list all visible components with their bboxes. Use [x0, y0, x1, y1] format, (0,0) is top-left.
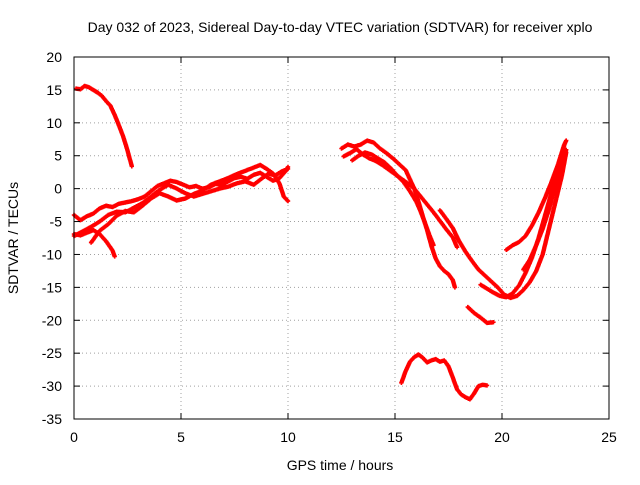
- series-arc-6: [339, 138, 458, 290]
- data-points: [73, 83, 134, 169]
- y-tick-label: 5: [54, 148, 62, 164]
- x-tick-label: 10: [280, 429, 296, 445]
- series-arc-13: [465, 304, 496, 326]
- data-layer: [71, 83, 569, 402]
- y-tick-label: -15: [42, 279, 62, 295]
- x-axis-label: GPS time / hours: [287, 457, 394, 473]
- y-axis-label: SDTVAR / TECUs: [5, 182, 21, 294]
- y-tick-label: 20: [46, 49, 62, 65]
- data-points: [341, 146, 460, 250]
- data-points: [521, 147, 569, 272]
- x-tick-label: 15: [387, 429, 403, 445]
- grid: [74, 57, 609, 419]
- series-arc-11: [504, 138, 569, 252]
- y-tick-label: -35: [42, 411, 62, 427]
- x-tick-label: 25: [601, 429, 617, 445]
- data-points: [88, 162, 291, 245]
- y-tick-label: -5: [50, 214, 63, 230]
- series-arc-5: [88, 162, 291, 245]
- y-tick-label: -20: [42, 312, 62, 328]
- x-tick-label: 20: [494, 429, 510, 445]
- y-tick-label: -30: [42, 378, 62, 394]
- x-tick-label: 5: [177, 429, 185, 445]
- x-tick-label: 0: [70, 429, 78, 445]
- y-tick-label: 10: [46, 115, 62, 131]
- series-arc-7: [341, 146, 460, 250]
- series-arc-14: [399, 352, 490, 402]
- y-tick-label: 15: [46, 82, 62, 98]
- y-tick-label: -10: [42, 246, 62, 262]
- y-tick-label: -25: [42, 345, 62, 361]
- chart-title: Day 032 of 2023, Sidereal Day-to-day VTE…: [88, 19, 593, 35]
- series-arc-9: [437, 150, 569, 301]
- data-points: [437, 150, 569, 301]
- series-arc-8: [350, 150, 436, 248]
- data-points: [339, 138, 458, 290]
- data-points: [504, 138, 569, 252]
- series-arc-1: [73, 83, 134, 169]
- data-points: [350, 150, 436, 248]
- data-points: [465, 304, 496, 326]
- plot-frame: [73, 56, 610, 420]
- axes: 0 5 10 15 20 25 20 15 10 5 0 -5 -10 -15 -20 -25 -30 -35: [42, 49, 617, 445]
- y-tick-label: 0: [54, 181, 62, 197]
- data-points: [399, 352, 490, 402]
- series-arc-12: [521, 147, 569, 272]
